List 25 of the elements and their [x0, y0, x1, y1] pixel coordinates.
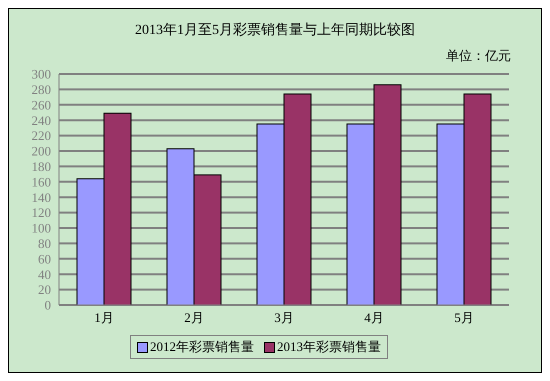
x-tick-label: 1月	[94, 310, 114, 326]
y-tick-label: 140	[32, 190, 51, 205]
y-tick-label: 80	[38, 236, 51, 252]
y-tick-label: 160	[32, 174, 51, 190]
legend-label: 2012年彩票销售量	[149, 338, 254, 356]
y-tick-label: 0	[44, 298, 51, 313]
x-tick-label: 4月	[364, 310, 384, 326]
y-tick-label: 120	[32, 205, 51, 220]
y-tick-label: 100	[32, 220, 51, 236]
y-tick-label: 180	[32, 159, 51, 174]
y-tick-label: 280	[32, 82, 51, 98]
x-tick-label: 3月	[274, 310, 294, 326]
x-tick-label: 2月	[184, 310, 204, 326]
y-tick-label: 60	[38, 251, 51, 266]
y-tick-label: 40	[38, 266, 51, 282]
y-tick-label: 20	[38, 282, 51, 298]
chart-title: 2013年1月至5月彩票销售量与上年同期比较图	[134, 22, 416, 39]
y-tick-label: 200	[32, 144, 51, 159]
y-tick-label: 300	[32, 66, 51, 82]
y-tick-label: 240	[32, 112, 51, 128]
x-tick-label: 5月	[454, 310, 474, 326]
chart-subtitle: 单位：亿元	[446, 47, 511, 65]
legend-label: 2013年彩票销售量	[276, 338, 381, 356]
y-tick-label: 220	[32, 128, 51, 144]
y-tick-label: 260	[32, 97, 51, 112]
